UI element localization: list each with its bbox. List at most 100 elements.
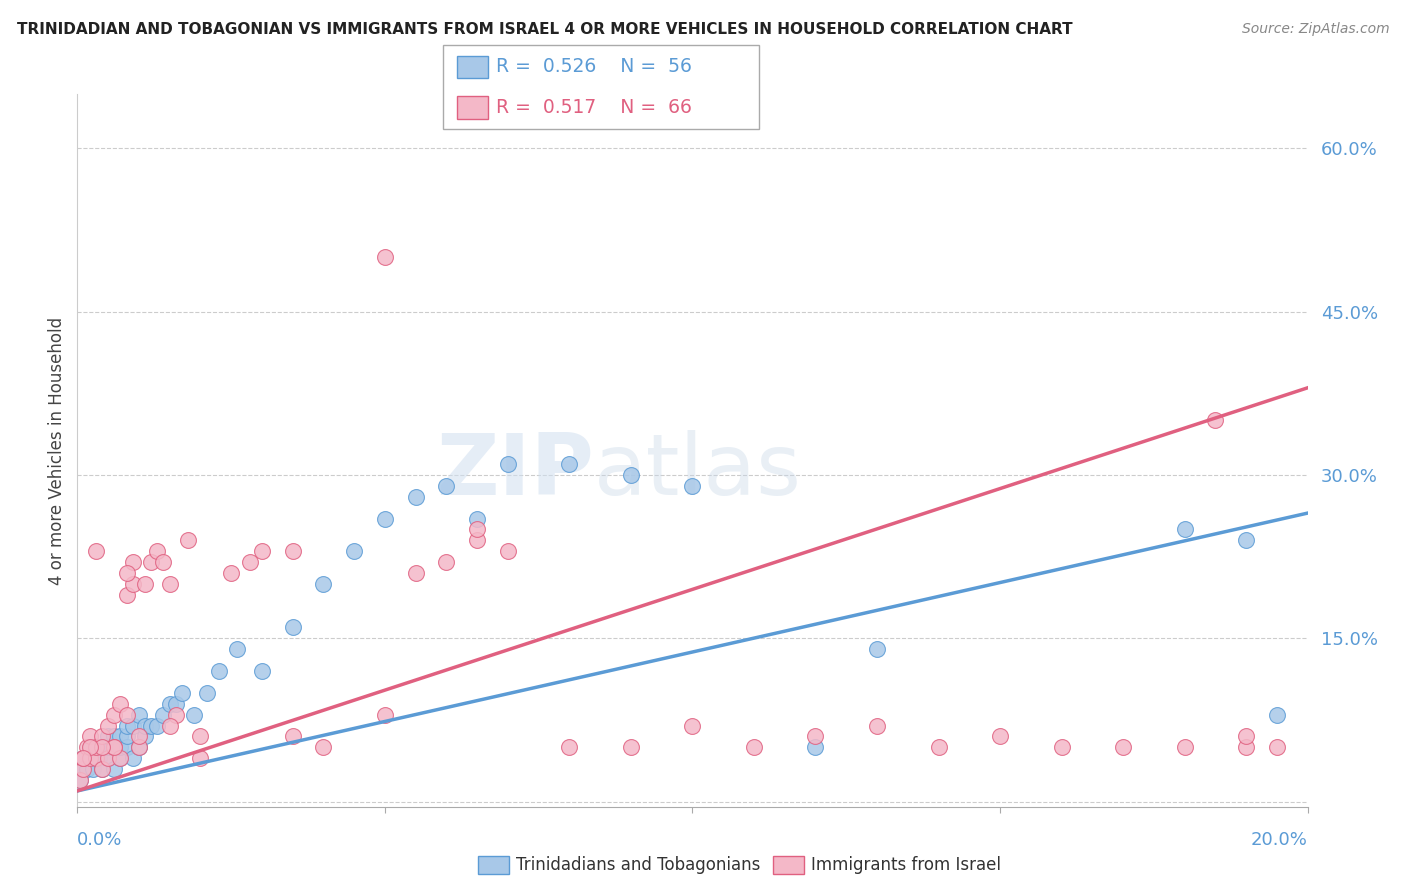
Point — [152, 707, 174, 722]
Point — [146, 544, 169, 558]
Point — [682, 718, 704, 732]
Point — [97, 751, 120, 765]
Point — [128, 740, 150, 755]
Point — [1174, 523, 1197, 537]
Point — [128, 730, 150, 744]
Point — [115, 730, 138, 744]
Point — [134, 718, 156, 732]
Point — [465, 511, 488, 525]
Point — [177, 533, 200, 548]
Point — [988, 730, 1011, 744]
Point — [84, 751, 107, 765]
Point — [465, 533, 488, 548]
Point — [219, 566, 242, 580]
Point — [128, 740, 150, 755]
Point — [343, 544, 366, 558]
Point — [110, 751, 132, 765]
Point — [84, 544, 107, 558]
Point — [170, 686, 193, 700]
Point — [312, 740, 335, 755]
Point — [281, 620, 304, 634]
Text: TRINIDADIAN AND TOBAGONIAN VS IMMIGRANTS FROM ISRAEL 4 OR MORE VEHICLES IN HOUSE: TRINIDADIAN AND TOBAGONIAN VS IMMIGRANTS… — [17, 22, 1073, 37]
Point — [115, 707, 138, 722]
Text: ZIP: ZIP — [436, 430, 595, 514]
Point — [558, 740, 581, 755]
Point — [866, 718, 889, 732]
Point — [250, 544, 273, 558]
Text: R =  0.517    N =  66: R = 0.517 N = 66 — [496, 97, 692, 117]
Point — [1234, 533, 1257, 548]
Point — [84, 751, 107, 765]
Point — [374, 707, 396, 722]
Point — [90, 762, 114, 776]
Point — [97, 730, 120, 744]
Point — [72, 751, 94, 765]
Point — [281, 544, 304, 558]
Point — [103, 740, 125, 755]
Point — [121, 718, 143, 732]
Point — [436, 555, 458, 569]
Point — [159, 697, 181, 711]
Point — [87, 751, 110, 765]
Point — [152, 555, 174, 569]
Point — [76, 762, 98, 776]
Point — [128, 707, 150, 722]
Point — [79, 751, 101, 765]
Point — [110, 751, 132, 765]
Point — [239, 555, 262, 569]
Point — [72, 762, 94, 776]
Point — [195, 686, 218, 700]
Point — [165, 707, 187, 722]
Point — [620, 467, 643, 482]
Point — [928, 740, 950, 755]
Text: Source: ZipAtlas.com: Source: ZipAtlas.com — [1241, 22, 1389, 37]
Y-axis label: 4 or more Vehicles in Household: 4 or more Vehicles in Household — [48, 317, 66, 584]
Point — [188, 730, 212, 744]
Point — [159, 577, 181, 591]
Point — [405, 490, 427, 504]
Point — [141, 555, 163, 569]
Point — [742, 740, 765, 755]
Point — [82, 762, 104, 776]
Point — [121, 555, 143, 569]
Point — [1234, 740, 1257, 755]
Point — [72, 751, 94, 765]
Text: R =  0.526    N =  56: R = 0.526 N = 56 — [496, 57, 692, 77]
Point — [141, 718, 163, 732]
Point — [165, 697, 187, 711]
Point — [110, 730, 132, 744]
Point — [69, 772, 91, 787]
Point — [84, 740, 107, 755]
Point — [103, 730, 125, 744]
Point — [69, 772, 91, 787]
Point — [496, 544, 519, 558]
Point — [1174, 740, 1197, 755]
Point — [1050, 740, 1073, 755]
Point — [115, 566, 138, 580]
Point — [79, 740, 101, 755]
Point — [90, 740, 114, 755]
Point — [1265, 707, 1288, 722]
Point — [97, 718, 120, 732]
Text: 20.0%: 20.0% — [1251, 831, 1308, 849]
Point — [281, 730, 304, 744]
Point — [90, 762, 114, 776]
Point — [90, 740, 114, 755]
Point — [405, 566, 427, 580]
Text: Trinidadians and Tobagonians: Trinidadians and Tobagonians — [516, 856, 761, 874]
Point — [436, 479, 458, 493]
Point — [496, 457, 519, 471]
Point — [110, 697, 132, 711]
Point — [79, 740, 101, 755]
Point — [90, 730, 114, 744]
Point — [1112, 740, 1135, 755]
Text: atlas: atlas — [595, 430, 801, 514]
Point — [146, 718, 169, 732]
Point — [121, 577, 143, 591]
Point — [79, 751, 101, 765]
Point — [121, 751, 143, 765]
Point — [159, 718, 181, 732]
Point — [110, 740, 132, 755]
Point — [1265, 740, 1288, 755]
Point — [134, 577, 156, 591]
